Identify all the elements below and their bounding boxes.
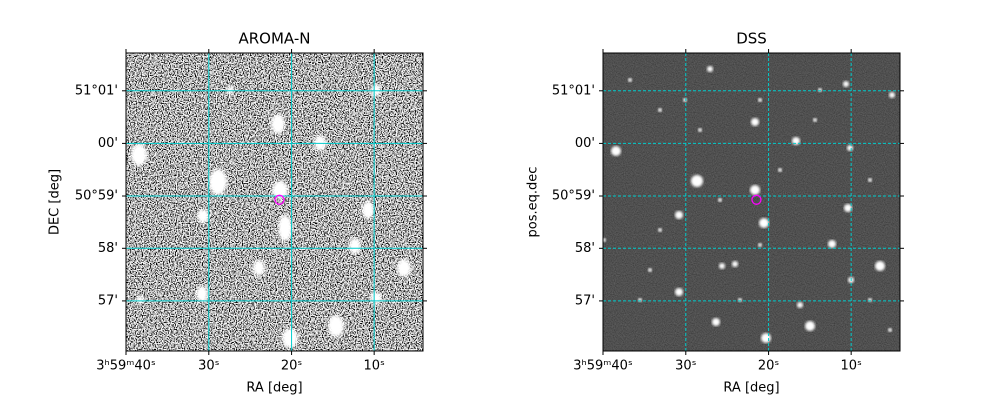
star bbox=[813, 118, 817, 122]
star bbox=[707, 66, 713, 72]
target-marker bbox=[274, 194, 285, 205]
star bbox=[732, 261, 738, 267]
star bbox=[778, 168, 782, 172]
star bbox=[847, 145, 853, 151]
x-tick-label: 3ʰ59ᵐ40ˢ bbox=[96, 359, 156, 374]
star bbox=[675, 288, 683, 296]
star bbox=[611, 146, 621, 156]
x-tick-label: 30ˢ bbox=[198, 359, 220, 374]
y-tick-label: 51°01' bbox=[75, 83, 118, 98]
star bbox=[805, 321, 815, 331]
source bbox=[209, 169, 227, 195]
star bbox=[603, 238, 606, 242]
x-tick-label: 3ʰ59ᵐ40ˢ bbox=[573, 359, 633, 374]
star bbox=[691, 175, 703, 187]
source bbox=[196, 286, 208, 302]
star bbox=[759, 218, 769, 228]
x-axis-label: RA [deg] bbox=[246, 381, 302, 396]
star bbox=[843, 81, 849, 87]
star bbox=[797, 302, 803, 308]
star bbox=[751, 118, 759, 126]
star bbox=[658, 108, 662, 112]
y-tick-label: 57' bbox=[98, 293, 118, 308]
star bbox=[889, 92, 895, 98]
star bbox=[828, 240, 836, 248]
noise bbox=[126, 53, 423, 351]
x-axis-label: RA [deg] bbox=[723, 381, 779, 396]
source bbox=[282, 328, 298, 348]
source bbox=[271, 114, 285, 134]
source bbox=[371, 84, 381, 96]
source bbox=[226, 86, 234, 94]
star bbox=[675, 211, 683, 219]
source bbox=[397, 259, 411, 277]
source bbox=[253, 260, 265, 276]
star bbox=[818, 88, 822, 92]
axes-frame bbox=[602, 52, 901, 352]
x-tick-label: 10ˢ bbox=[840, 359, 862, 374]
star bbox=[648, 268, 652, 272]
star bbox=[758, 243, 762, 247]
star bbox=[875, 261, 885, 271]
star bbox=[628, 78, 632, 82]
target-marker bbox=[751, 194, 762, 205]
x-tick-label: 30ˢ bbox=[675, 359, 697, 374]
y-axis-label: DEC [deg] bbox=[48, 169, 63, 235]
image bbox=[603, 53, 900, 351]
x-tick-label: 10ˢ bbox=[363, 359, 385, 374]
source bbox=[131, 144, 147, 166]
source bbox=[362, 201, 374, 219]
y-tick-label: 58' bbox=[575, 241, 595, 256]
star bbox=[698, 128, 702, 132]
star bbox=[718, 198, 722, 202]
source bbox=[278, 215, 292, 241]
star bbox=[758, 98, 762, 102]
y-tick-label: 50°59' bbox=[552, 189, 595, 204]
source bbox=[370, 292, 382, 304]
source bbox=[197, 209, 209, 223]
star bbox=[719, 263, 725, 269]
source bbox=[272, 181, 288, 199]
y-axis-label: pos.eq.dec bbox=[526, 167, 541, 238]
noise bbox=[603, 53, 900, 351]
star bbox=[888, 328, 892, 332]
image bbox=[126, 53, 423, 351]
star bbox=[658, 228, 662, 232]
y-tick-label: 50°59' bbox=[75, 189, 118, 204]
y-tick-label: 58' bbox=[98, 241, 118, 256]
x-tick-label: 20ˢ bbox=[281, 359, 303, 374]
source bbox=[136, 296, 144, 304]
chart-title: DSS bbox=[736, 30, 767, 48]
source bbox=[349, 238, 361, 254]
y-tick-label: 57' bbox=[575, 293, 595, 308]
star bbox=[712, 318, 720, 326]
axes-frame bbox=[125, 52, 424, 352]
y-tick-label: 51°01' bbox=[552, 83, 595, 98]
source bbox=[328, 315, 344, 337]
star bbox=[761, 333, 771, 343]
star bbox=[750, 185, 760, 195]
star bbox=[844, 204, 852, 212]
star bbox=[868, 178, 872, 182]
y-tick-label: 00' bbox=[575, 136, 595, 151]
star bbox=[683, 98, 687, 102]
chart-title: AROMA-N bbox=[239, 30, 311, 48]
y-tick-label: 00' bbox=[98, 136, 118, 151]
x-tick-label: 20ˢ bbox=[758, 359, 780, 374]
